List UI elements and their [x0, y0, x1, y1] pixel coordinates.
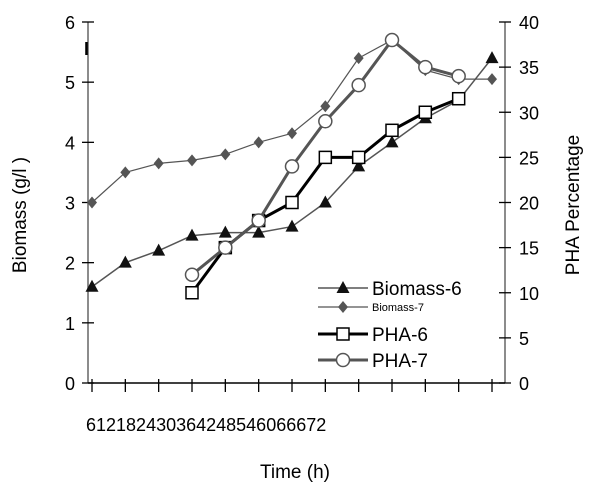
axes-frame: 0 1 2 3 4 5 6 0 5 10 15 20 25 30 35 40	[65, 13, 539, 394]
data-point	[152, 243, 166, 256]
data-point	[487, 73, 497, 86]
y-left-tick-label: 0	[65, 374, 75, 394]
data-point	[253, 136, 264, 149]
data-point	[285, 195, 299, 210]
data-point	[118, 255, 132, 268]
y-right-tick-label: 35	[519, 58, 539, 78]
y-right-tick-label: 10	[519, 284, 539, 304]
data-point	[85, 279, 99, 292]
data-point	[351, 150, 366, 165]
data-point	[320, 100, 331, 113]
legend-swatch-marker	[336, 281, 350, 293]
data-point	[287, 127, 297, 140]
y-left-tick-label: 6	[65, 13, 75, 33]
series-biomass-7	[87, 34, 497, 209]
y-axis-left-title: Biomass (g/l )	[10, 157, 31, 273]
y-right-tick-label: 30	[519, 103, 539, 123]
y-right-tick-label: 25	[519, 148, 539, 168]
data-point	[218, 225, 232, 238]
series-layer	[85, 32, 499, 300]
data-point	[318, 150, 333, 165]
data-point	[185, 286, 199, 300]
y-right-tick-label: 20	[519, 194, 539, 214]
series-pha-7	[184, 32, 466, 282]
data-point	[451, 91, 466, 106]
data-point	[187, 154, 197, 167]
data-point	[353, 52, 364, 65]
legend-item-pha-6: PHA-6	[318, 325, 428, 346]
data-point	[284, 159, 300, 174]
data-point	[285, 219, 299, 232]
y-right-tick-label: 15	[519, 239, 539, 259]
legend-swatch-marker	[335, 352, 351, 368]
data-point	[120, 166, 131, 179]
y-right-tick-label: 5	[519, 329, 529, 349]
data-point	[384, 32, 400, 48]
data-point	[318, 195, 332, 208]
legend-item-biomass-7: Biomass-7	[318, 301, 424, 314]
legend-item-pha-7: PHA-7	[318, 351, 428, 372]
data-point	[385, 135, 399, 148]
y-left-tick-label: 3	[65, 194, 75, 214]
data-point	[153, 157, 164, 170]
panel-label: I	[84, 39, 89, 59]
legend-label: PHA-6	[372, 325, 428, 346]
data-point	[451, 68, 466, 84]
legend-label: Biomass-6	[372, 279, 462, 300]
y-left-tick-label: 1	[65, 314, 75, 334]
x-tick-labels: 612182430364248546066672	[86, 415, 326, 435]
data-point	[418, 105, 433, 119]
y-left-tick-label: 2	[65, 254, 75, 274]
legend: Biomass-6 Biomass-7 PHA-6 PHA-7	[318, 279, 462, 372]
y-right-tick-label: 40	[519, 13, 539, 33]
data-point	[385, 123, 399, 138]
legend-label: Biomass-7	[372, 302, 424, 314]
y-left-tick-label: 5	[65, 73, 75, 93]
y-right-tick-label: 0	[519, 374, 529, 394]
data-point	[220, 148, 231, 161]
data-point	[218, 240, 233, 255]
data-point	[485, 51, 499, 64]
data-point	[418, 59, 433, 75]
legend-item-biomass-6: Biomass-6	[318, 279, 462, 300]
data-point	[185, 228, 199, 241]
data-point	[184, 267, 200, 282]
legend-swatch-marker	[338, 301, 348, 313]
data-point	[251, 213, 266, 228]
data-point	[87, 196, 97, 209]
y-axis-right-title: PHA Percentage	[563, 135, 584, 275]
legend-label: PHA-7	[372, 351, 428, 372]
data-point	[318, 114, 333, 129]
data-point	[252, 225, 266, 238]
x-axis-title: Time (h)	[260, 462, 330, 483]
data-point	[352, 159, 366, 172]
data-point	[351, 77, 366, 93]
legend-swatch-marker	[336, 327, 350, 341]
y-left-tick-label: 4	[65, 133, 75, 153]
